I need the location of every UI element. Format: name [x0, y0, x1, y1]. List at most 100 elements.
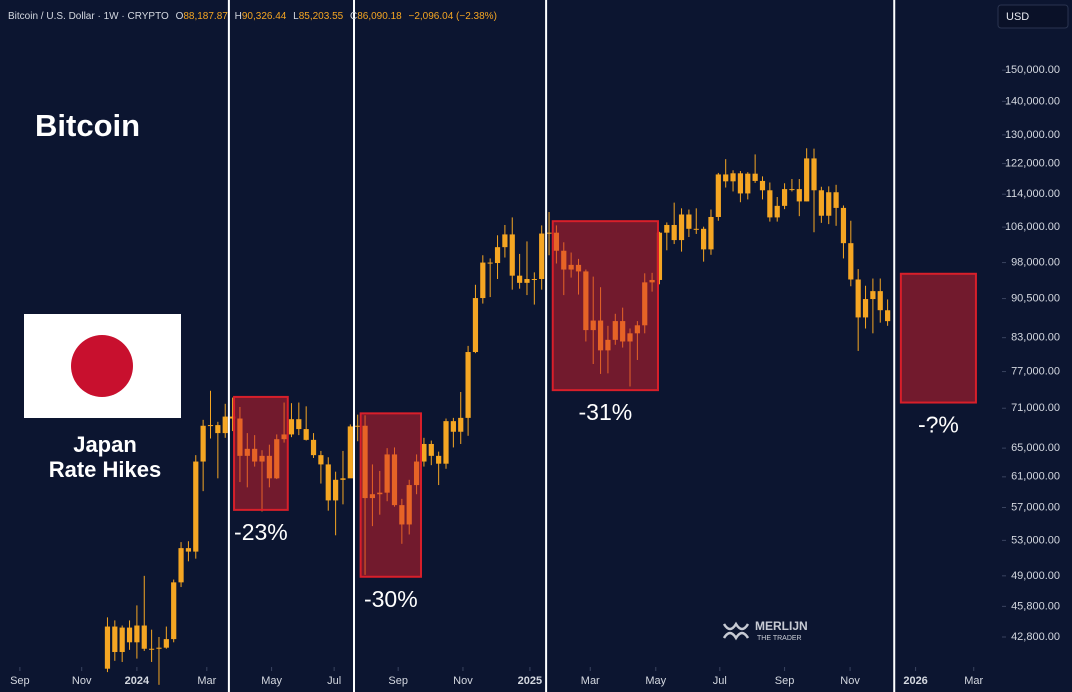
- y-tick-label: 77,000.00: [1011, 365, 1060, 377]
- x-tick-label: May: [261, 675, 282, 687]
- candle-body: [436, 455, 442, 464]
- candle-body: [185, 548, 192, 552]
- y-tick-label: 106,000.00: [1005, 221, 1060, 233]
- note-line: Rate Hikes: [49, 457, 162, 482]
- change: −2,096.04 (−2.38%): [409, 11, 497, 22]
- candle-body: [134, 625, 140, 643]
- y-tick-label: 61,000.00: [1011, 471, 1060, 483]
- x-tick-label: 2026: [903, 675, 927, 687]
- candle-body: [804, 158, 810, 202]
- candle-body: [826, 192, 832, 216]
- candle-body: [656, 232, 663, 280]
- range-box: [899, 272, 977, 404]
- y-tick-label: 114,000.00: [1006, 188, 1060, 200]
- candle-body: [862, 299, 869, 318]
- ohlc-value: 90,326.44: [242, 11, 287, 22]
- candle-body: [708, 216, 714, 250]
- candle-body: [126, 627, 133, 643]
- x-tick-label: Mar: [197, 675, 216, 687]
- candle-body: [163, 639, 169, 648]
- candle-body: [333, 479, 339, 501]
- candle-body: [141, 625, 147, 649]
- x-tick-label: Jul: [327, 675, 341, 687]
- candle-body: [347, 426, 353, 479]
- candle-body: [288, 419, 295, 435]
- y-tick-label: 98,000.00: [1011, 256, 1060, 268]
- symbol: Bitcoin / U.S. Dollar · 1W · CRYPTO: [8, 11, 169, 22]
- y-tick-label: 49,000.00: [1011, 570, 1060, 582]
- currency[interactable]: USD: [1006, 11, 1029, 23]
- y-tick-label: 65,000.00: [1011, 442, 1060, 454]
- y-tick-label: 122,000.00: [1005, 157, 1060, 169]
- x-tick-label: May: [645, 675, 666, 687]
- overlay: Bitcoin / U.S. Dollar · 1W · CRYPTO O88,…: [8, 4, 1069, 642]
- candle-body: [767, 190, 773, 218]
- ohlc-key: H: [235, 11, 242, 22]
- x-tick-label: Nov: [840, 675, 860, 687]
- ohlc-key: C: [350, 11, 357, 22]
- candle-body: [678, 214, 685, 241]
- candle-body: [494, 247, 501, 264]
- range-box: [551, 220, 659, 392]
- candle-body: [502, 234, 508, 248]
- x-tick-label: Mar: [964, 675, 983, 687]
- candle-body: [840, 207, 847, 244]
- candle-body: [472, 298, 479, 353]
- candle-body: [171, 582, 177, 640]
- candle-body: [752, 173, 758, 181]
- chart-title: Bitcoin: [35, 108, 140, 143]
- range-label: -23%: [234, 519, 288, 545]
- candle-body: [789, 189, 795, 191]
- candle-body: [701, 228, 707, 250]
- x-tick-label: Sep: [10, 675, 30, 687]
- candle-body: [509, 234, 515, 276]
- x-tick-label: Sep: [775, 675, 795, 687]
- candle-body: [207, 425, 214, 427]
- candle-body: [848, 243, 854, 280]
- candle-body: [664, 224, 670, 233]
- y-tick-label: 140,000.00: [1005, 95, 1060, 107]
- candle-body: [855, 279, 861, 318]
- x-tick-label: 2025: [518, 675, 542, 687]
- range-box: [359, 412, 422, 578]
- candle-body: [833, 192, 839, 208]
- ohlc-key: L: [293, 11, 299, 22]
- candle-body: [781, 189, 788, 206]
- candle-body: [222, 416, 228, 434]
- ohlc-value: 88,187.87: [183, 11, 228, 22]
- y-tick-label: 83,000.00: [1011, 332, 1060, 344]
- candle-body: [877, 291, 883, 311]
- ohlc-key: O: [176, 11, 184, 22]
- flag-disc: [71, 335, 133, 397]
- candle-body: [811, 158, 817, 191]
- x-tick-label: Mar: [581, 675, 600, 687]
- candle-body: [421, 443, 427, 462]
- candle-body: [303, 429, 309, 440]
- candle-body: [539, 233, 545, 280]
- candle-body: [723, 174, 729, 182]
- candle-body: [796, 189, 802, 202]
- candle-body: [737, 173, 744, 194]
- candle-body: [870, 291, 876, 300]
- candle-body: [671, 224, 677, 241]
- x-tick-label: Sep: [388, 675, 408, 687]
- candle-body: [458, 417, 464, 432]
- candle-body: [149, 648, 155, 650]
- plot-area: 42,800.00 45,800.00 49,000.00 53,000.00 57,0…: [10, 0, 1060, 692]
- candle-body: [215, 425, 221, 434]
- y-tick-label: 53,000.00: [1011, 534, 1060, 546]
- range-label: -30%: [364, 586, 418, 612]
- candle-body: [450, 421, 456, 432]
- candle-body: [517, 275, 523, 283]
- candle-body: [759, 180, 766, 191]
- candle-body: [487, 262, 493, 264]
- candle-body: [296, 419, 302, 430]
- currency-button[interactable]: [997, 4, 1069, 29]
- candle-body: [325, 464, 331, 501]
- candle-body: [178, 548, 184, 583]
- watermark: MERLIJN THE TRADER: [722, 619, 808, 642]
- ohlc-value: 85,203.55: [299, 11, 344, 22]
- range-label: -?%: [918, 412, 959, 438]
- watermark-text: MERLIJN: [755, 619, 808, 633]
